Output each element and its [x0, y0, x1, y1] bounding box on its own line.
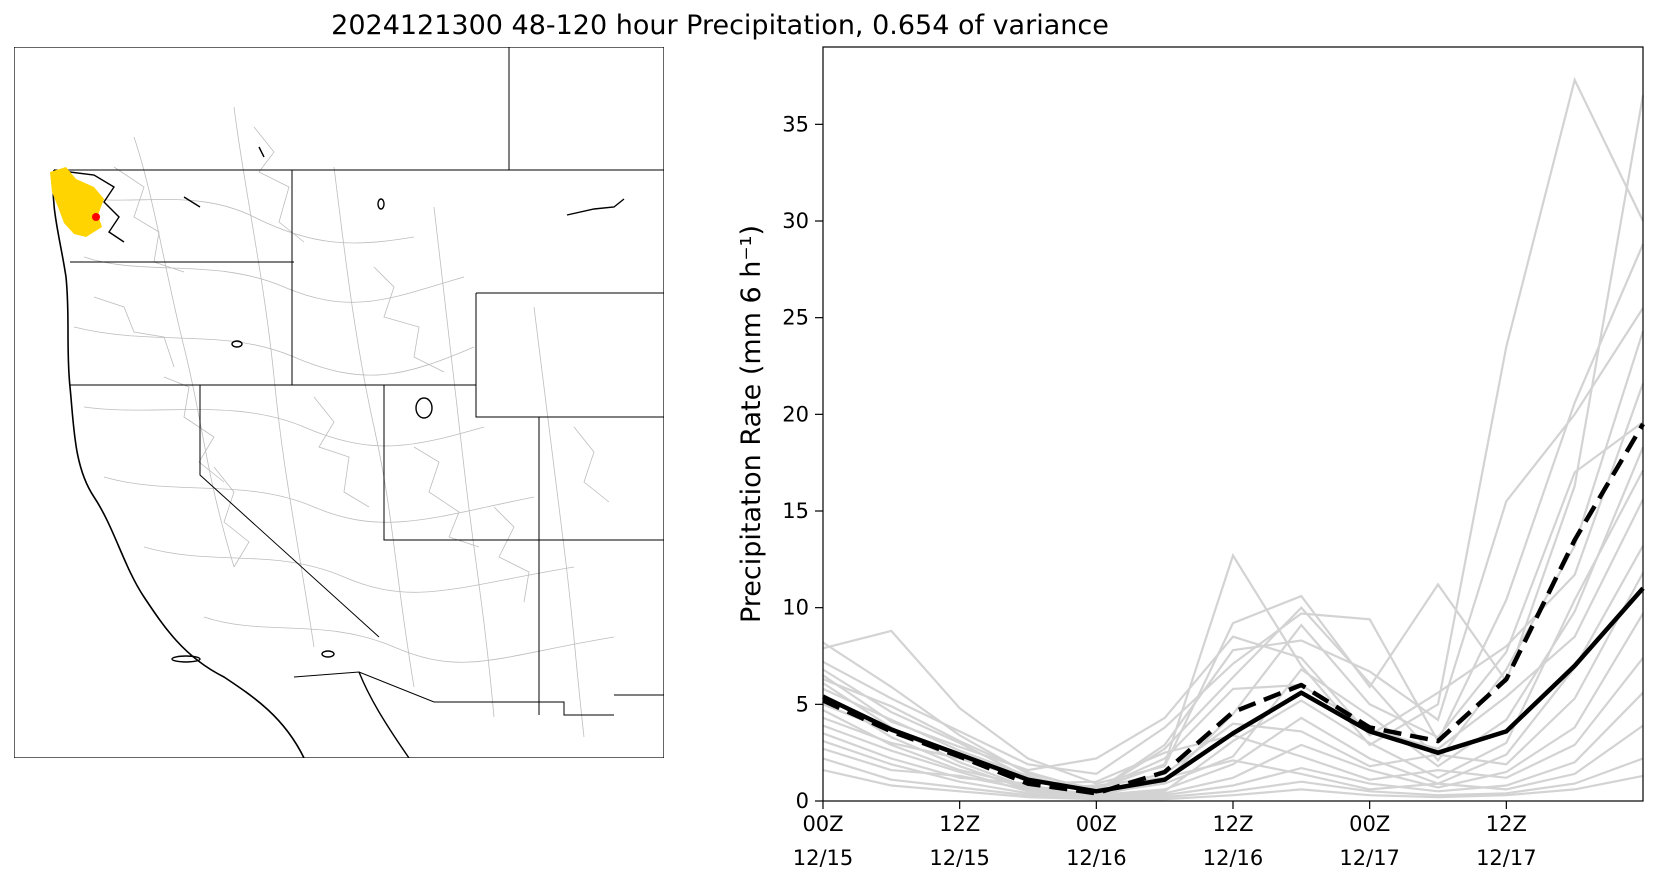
x-tick-label-date: 12/16: [1203, 846, 1264, 870]
chart-series: [822, 422, 1645, 796]
member-line-12: [822, 612, 1644, 799]
figure-title: 2024121300 48-120 hour Precipitation, 0.…: [331, 10, 1109, 41]
x-axis: 00Z 12/15 12Z 12/15 00Z 12/16 12Z 12/16 00Z 12/17…: [793, 801, 1537, 870]
y-tick-label: 10: [782, 596, 809, 620]
member-line-7: [822, 446, 1645, 795]
y-tick-label: 25: [782, 306, 809, 330]
y-tick-label: 0: [796, 789, 809, 813]
y-tick-label: 5: [796, 692, 809, 716]
member-line-5: [822, 383, 1645, 772]
y-tick-label: 35: [782, 112, 809, 136]
x-tick-label-date: 12/15: [929, 846, 990, 870]
x-tick-label-time: 12Z: [1486, 812, 1527, 836]
highlighted-point: [92, 213, 100, 221]
gulf-coastline: [358, 671, 410, 758]
x-tick-label-time: 12Z: [1212, 812, 1253, 836]
member-line-15: [822, 724, 1644, 791]
member-line-14: [822, 691, 1644, 801]
member-line-2: [822, 95, 1645, 785]
member-line-16: [822, 757, 1644, 801]
analysis-line: [822, 422, 1645, 796]
x-tick-label-time: 00Z: [802, 812, 843, 836]
member-line-1: [822, 76, 1644, 791]
y-tick-label: 15: [782, 499, 809, 523]
x-tick-label-date: 12/15: [793, 846, 854, 870]
x-tick-label-time: 00Z: [1076, 812, 1117, 836]
river-basin-network: [73, 106, 615, 738]
x-tick-label-time: 12Z: [939, 812, 980, 836]
highlighted-basin: [50, 167, 104, 237]
x-tick-label-time: 00Z: [1349, 812, 1390, 836]
member-line-10: [822, 545, 1644, 797]
x-tick-label-date: 12/17: [1476, 846, 1537, 870]
coastline: [52, 169, 305, 758]
y-tick-label: 30: [782, 209, 809, 233]
member-line-17: [822, 769, 1644, 801]
member-line-8: [822, 469, 1644, 799]
x-tick-label-date: 12/16: [1066, 846, 1127, 870]
y-tick-label: 20: [782, 402, 809, 426]
x-tick-label-date: 12/17: [1339, 846, 1400, 870]
y-axis-label: Precipitation Rate (mm 6 h⁻¹): [736, 225, 767, 623]
basin-map: [14, 47, 664, 758]
lakes: [171, 146, 625, 663]
ensemble-members: [822, 76, 1645, 801]
member-line-18: [822, 307, 1644, 793]
member-line-6: [822, 421, 1644, 797]
puget-sound: [53, 169, 125, 243]
member-line-4: [822, 330, 1645, 793]
state-borders: [54, 47, 664, 716]
member-line-3: [822, 243, 1645, 776]
y-axis: 0 5 10 15 20 25 30 35: [782, 112, 823, 813]
